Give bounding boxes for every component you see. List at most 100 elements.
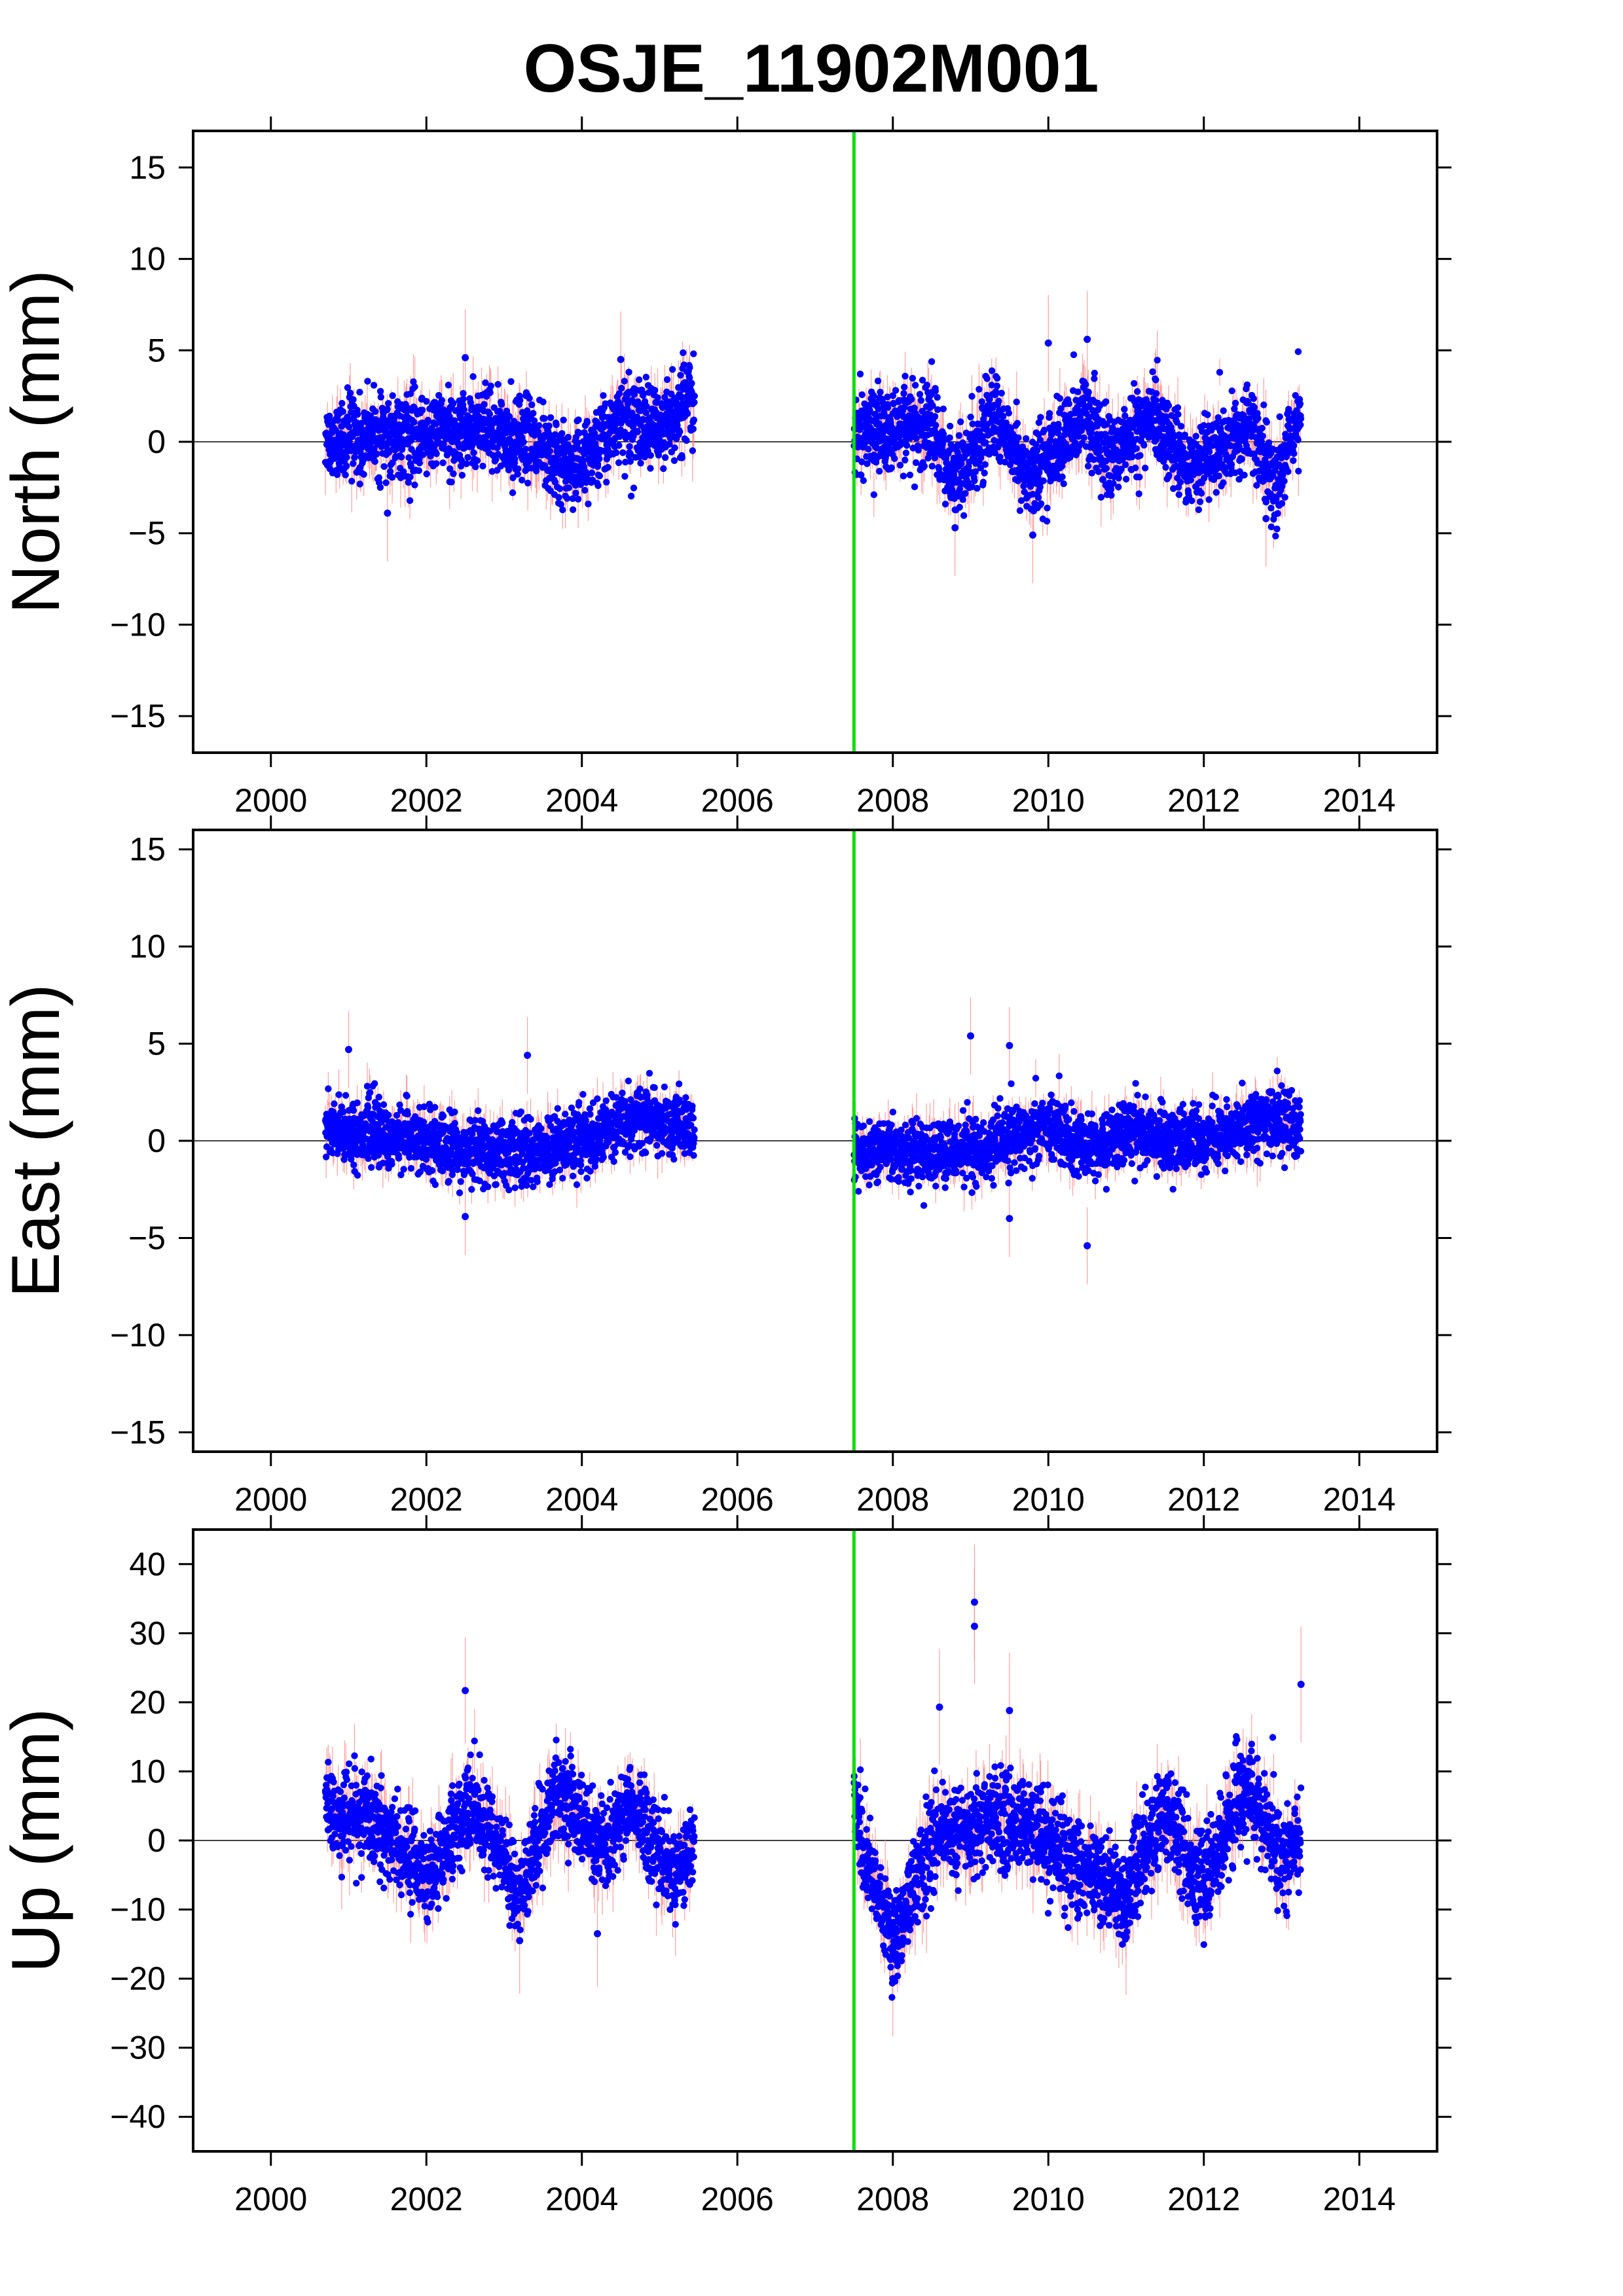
data-point — [1005, 409, 1013, 417]
data-point — [688, 380, 695, 387]
data-point — [554, 1105, 561, 1112]
data-point — [374, 1102, 382, 1109]
data-point — [457, 462, 465, 470]
data-point — [1090, 456, 1098, 463]
data-point — [419, 406, 426, 414]
data-point — [342, 1092, 350, 1099]
data-point — [647, 465, 654, 472]
data-point — [884, 393, 891, 401]
data-point — [613, 1094, 620, 1101]
data-point — [363, 1135, 370, 1143]
data-point — [350, 396, 357, 403]
data-point — [469, 1170, 476, 1178]
data-point — [642, 374, 650, 381]
data-point — [888, 464, 895, 471]
data-point — [1245, 399, 1252, 407]
data-point — [505, 1186, 513, 1194]
data-point — [993, 382, 1001, 389]
data-point — [482, 379, 489, 387]
data-point — [526, 1130, 533, 1137]
data-point — [1188, 497, 1195, 505]
data-point — [1140, 442, 1148, 449]
data-point — [646, 1069, 653, 1077]
data-point — [356, 480, 363, 488]
data-point — [1295, 467, 1302, 475]
data-point — [1088, 469, 1095, 476]
data-point — [1267, 523, 1275, 531]
data-point — [335, 1091, 342, 1098]
data-point — [1175, 484, 1182, 491]
data-point — [618, 384, 625, 392]
data-point — [568, 1104, 575, 1111]
data-point — [658, 1150, 666, 1157]
data-point — [928, 358, 936, 365]
data-point — [340, 1108, 347, 1115]
data-point — [453, 1129, 461, 1136]
data-point — [900, 384, 908, 391]
data-point — [612, 449, 620, 456]
data-point — [642, 409, 649, 416]
data-point — [428, 1167, 436, 1174]
data-point — [1130, 380, 1138, 387]
data-point — [1102, 398, 1110, 405]
data-point — [487, 382, 495, 389]
data-point — [1044, 505, 1051, 512]
data-point — [517, 397, 524, 404]
data-point — [1137, 452, 1144, 459]
data-point — [1294, 348, 1302, 355]
data-point — [1110, 480, 1117, 487]
data-point — [1056, 395, 1064, 402]
data-point — [641, 453, 649, 461]
data-point — [541, 462, 549, 469]
data-point — [439, 1112, 447, 1120]
data-point — [1181, 431, 1188, 439]
data-point — [988, 382, 995, 389]
data-point — [1273, 495, 1280, 503]
data-point — [1220, 407, 1227, 414]
data-point — [596, 472, 604, 480]
data-point — [405, 478, 412, 486]
data-point — [594, 1095, 601, 1102]
data-point — [678, 394, 685, 401]
data-point — [1276, 413, 1283, 420]
data-point — [553, 421, 560, 429]
data-point — [520, 439, 527, 446]
data-point — [883, 452, 890, 459]
data-point — [993, 374, 1001, 382]
data-point — [981, 461, 989, 468]
data-point — [469, 373, 477, 380]
data-point — [621, 1149, 629, 1156]
data-point — [876, 467, 883, 475]
data-point — [411, 383, 418, 391]
data-point — [1169, 485, 1177, 492]
data-point — [340, 1156, 348, 1163]
data-point — [597, 1109, 604, 1116]
data-point — [376, 387, 384, 395]
data-point — [502, 446, 509, 454]
data-point — [1034, 446, 1041, 454]
data-point — [625, 1077, 632, 1085]
data-point — [1285, 468, 1292, 475]
data-point — [932, 422, 939, 429]
data-point — [1055, 424, 1063, 432]
data-point — [892, 387, 900, 394]
data-point — [1065, 400, 1072, 408]
data-point — [1235, 443, 1243, 450]
data-point — [486, 410, 494, 418]
data-point — [1269, 472, 1277, 480]
data-point — [535, 422, 543, 429]
data-point — [968, 393, 976, 400]
data-point — [1107, 486, 1115, 493]
data-point — [380, 1131, 388, 1138]
data-point — [1296, 400, 1304, 408]
data-point — [1253, 482, 1260, 489]
data-point — [1152, 389, 1160, 397]
data-point — [1196, 498, 1204, 505]
data-point — [579, 1090, 587, 1098]
data-point — [913, 435, 920, 442]
data-point — [1258, 425, 1266, 432]
data-point — [450, 399, 457, 407]
data-point — [1118, 465, 1125, 473]
data-point — [594, 482, 602, 490]
data-point — [1259, 432, 1266, 440]
